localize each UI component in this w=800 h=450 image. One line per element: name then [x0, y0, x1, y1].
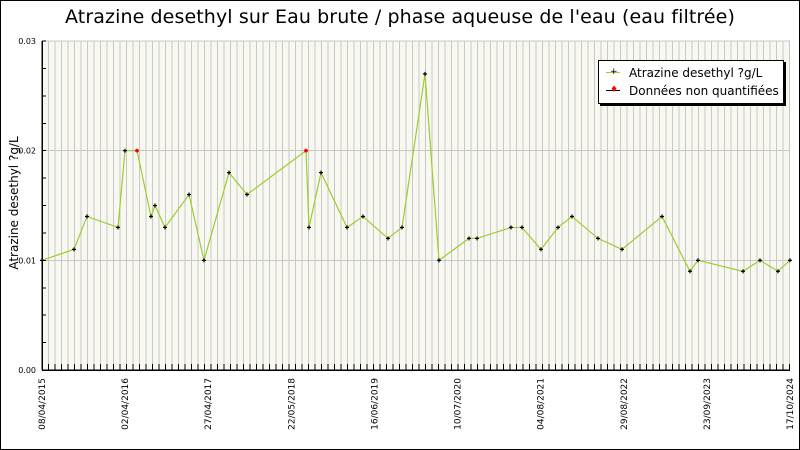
svg-text:17/10/2024: 17/10/2024: [786, 378, 796, 430]
data-point: [520, 225, 524, 230]
data-point: [123, 148, 127, 153]
svg-text:08/04/2015: 08/04/2015: [38, 378, 48, 430]
legend-item-non-quantified: ♦ Données non quantifiées: [605, 83, 779, 99]
data-point: [467, 236, 471, 241]
data-point: [361, 214, 365, 219]
svg-text:02/04/2016: 02/04/2016: [121, 378, 131, 430]
data-point: [696, 258, 700, 263]
legend-label: Atrazine desethyl ?g/L: [629, 66, 763, 80]
svg-text:23/09/2023: 23/09/2023: [703, 378, 713, 430]
data-point: [163, 225, 167, 230]
data-point: [475, 236, 479, 241]
svg-text:0.00: 0.00: [18, 366, 36, 375]
svg-text:0.01: 0.01: [18, 256, 36, 265]
svg-text:22/05/2018: 22/05/2018: [287, 378, 297, 430]
data-point: [539, 247, 543, 252]
legend-red-marker-icon: ♦: [605, 83, 621, 99]
data-point: [596, 236, 600, 241]
svg-text:04/08/2021: 04/08/2021: [537, 378, 547, 430]
data-point: [227, 170, 231, 175]
data-point: [556, 225, 560, 230]
data-point: [758, 258, 762, 263]
data-point: [187, 192, 191, 197]
data-point: [386, 236, 390, 241]
non-quantified-point: [135, 148, 139, 153]
data-point: [85, 214, 89, 219]
data-point: [741, 269, 745, 274]
legend-item-measured: + Atrazine desethyl ?g/L: [605, 65, 762, 81]
data-point: [776, 269, 780, 274]
data-point: [319, 170, 323, 175]
svg-text:10/07/2020: 10/07/2020: [454, 378, 464, 430]
legend: + Atrazine desethyl ?g/L ♦ Données non q…: [598, 60, 784, 104]
svg-text:29/08/2022: 29/08/2022: [620, 378, 630, 430]
chart-title: Atrazine desethyl sur Eau brute / phase …: [65, 6, 735, 28]
data-point: [688, 269, 692, 274]
data-point: [509, 225, 513, 230]
data-point: [660, 214, 664, 219]
data-point: [149, 214, 153, 219]
svg-text:0.03: 0.03: [18, 37, 36, 46]
data-point: [72, 247, 76, 252]
data-point: [245, 192, 249, 197]
non-quantified-point: [304, 148, 308, 153]
data-point: [437, 258, 441, 263]
svg-text:16/06/2019: 16/06/2019: [370, 378, 380, 430]
svg-text:27/04/2017: 27/04/2017: [204, 378, 214, 430]
data-point: [116, 225, 120, 230]
data-point: [345, 225, 349, 230]
data-point: [307, 225, 311, 230]
svg-text:0.02: 0.02: [18, 147, 36, 156]
y-axis-label: Atrazine desethyl ?g/L: [7, 136, 21, 270]
data-point: [202, 258, 206, 263]
data-point: [40, 258, 44, 263]
data-point: [570, 214, 574, 219]
data-point: [153, 203, 157, 208]
data-point: [400, 225, 404, 230]
data-point: [620, 247, 624, 252]
legend-line-marker-icon: +: [605, 65, 621, 81]
legend-label: Données non quantifiées: [629, 84, 779, 98]
data-point: [788, 258, 792, 263]
data-point: [423, 71, 427, 76]
